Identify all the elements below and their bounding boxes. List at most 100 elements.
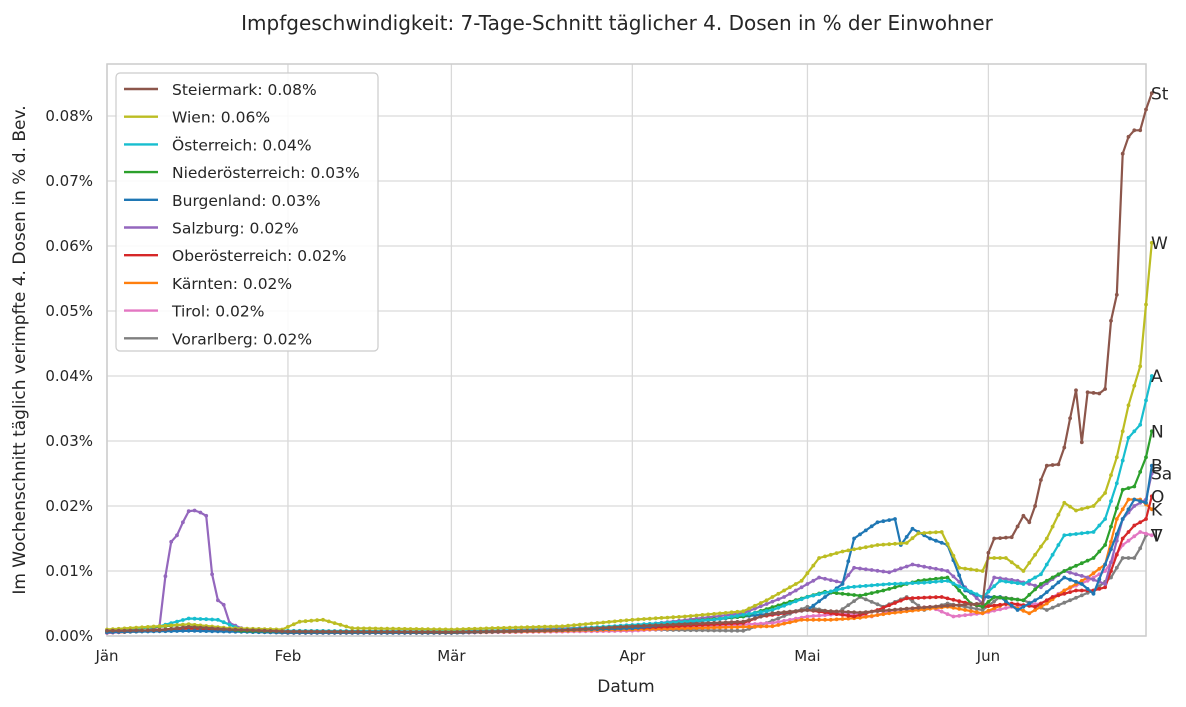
data-point	[525, 625, 530, 630]
data-point	[776, 610, 781, 615]
data-point	[169, 539, 174, 544]
data-point	[1114, 517, 1119, 521]
data-point	[753, 611, 757, 615]
data-point	[624, 624, 629, 629]
data-point	[303, 619, 308, 624]
data-point	[875, 602, 880, 607]
data-point	[852, 565, 856, 570]
data-point	[986, 589, 991, 594]
data-point	[1120, 517, 1125, 521]
data-point	[945, 575, 950, 580]
data-point	[408, 627, 413, 631]
data-point	[1079, 593, 1084, 598]
data-point	[1120, 556, 1125, 560]
data-point	[729, 610, 734, 615]
data-point	[688, 622, 693, 626]
data-point	[519, 629, 524, 633]
legend-item: Burgenland: 0.03%	[124, 192, 321, 210]
data-point	[175, 623, 179, 627]
data-point	[1132, 504, 1137, 508]
data-point	[700, 613, 705, 617]
data-point	[945, 603, 950, 608]
data-point	[828, 589, 833, 594]
data-point	[426, 627, 430, 632]
data-point	[723, 620, 728, 625]
data-point	[770, 605, 775, 610]
data-point	[945, 542, 950, 546]
data-point	[799, 608, 804, 613]
data-point	[805, 582, 810, 586]
data-point	[1015, 602, 1020, 607]
data-point	[1120, 151, 1125, 156]
data-point	[531, 628, 535, 633]
data-point	[811, 617, 816, 622]
data-point	[1091, 591, 1096, 596]
chart-title: Impfgeschwindigkeit: 7-Tage-Schnitt tägl…	[241, 11, 993, 35]
legend-item: Steiermark: 0.08%	[124, 81, 317, 99]
data-point	[1074, 595, 1078, 600]
data-point	[1132, 534, 1137, 539]
x-tick-label: Feb	[275, 647, 302, 665]
data-point	[572, 627, 576, 632]
data-point	[1091, 391, 1096, 395]
data-point	[198, 629, 203, 633]
data-point	[192, 616, 197, 621]
data-point	[840, 591, 845, 596]
data-point	[385, 629, 390, 634]
data-point	[1085, 587, 1090, 591]
data-point	[963, 587, 967, 591]
data-point	[1027, 592, 1032, 597]
data-point	[1056, 462, 1061, 467]
data-point	[373, 629, 378, 634]
data-point	[951, 614, 956, 619]
data-point	[904, 535, 909, 539]
legend: Steiermark: 0.08% Wien: 0.06% Österreich: …	[115, 72, 379, 352]
data-point	[846, 592, 851, 597]
data-point	[1079, 578, 1084, 583]
data-point	[834, 588, 839, 592]
data-point	[1126, 556, 1131, 560]
data-point	[1114, 552, 1119, 557]
legend-item: Salzburg: 0.02%	[124, 220, 299, 238]
data-point	[922, 531, 927, 535]
data-point	[1109, 524, 1113, 529]
data-point	[1074, 508, 1078, 513]
legend-label: Burgenland: 0.03%	[172, 192, 321, 210]
data-point	[566, 627, 570, 632]
data-point	[980, 611, 985, 616]
data-point	[1015, 524, 1020, 529]
data-point	[1009, 560, 1014, 565]
data-point	[1044, 463, 1049, 468]
data-point	[898, 610, 903, 614]
data-point	[1097, 497, 1102, 502]
data-point	[1144, 107, 1148, 112]
data-point	[332, 621, 337, 625]
data-point	[1144, 517, 1148, 521]
data-point	[1079, 440, 1084, 445]
data-point	[175, 629, 179, 633]
data-point	[157, 624, 162, 629]
data-point	[490, 629, 495, 634]
data-point	[951, 597, 956, 602]
data-point	[788, 591, 792, 596]
data-point	[957, 599, 962, 604]
data-point	[957, 584, 962, 589]
data-point	[939, 609, 944, 614]
data-point	[437, 627, 442, 632]
data-point	[1027, 520, 1032, 525]
data-point	[612, 625, 617, 630]
data-point	[823, 576, 827, 581]
data-point	[1074, 563, 1078, 568]
data-point	[898, 566, 903, 571]
data-point	[875, 609, 880, 613]
data-point	[694, 626, 699, 630]
data-point	[566, 623, 570, 628]
data-point	[811, 603, 816, 608]
data-point	[1091, 504, 1096, 508]
data-point	[122, 628, 127, 633]
data-point	[1091, 530, 1096, 534]
data-point	[712, 612, 716, 616]
data-point	[887, 518, 892, 522]
data-point	[939, 540, 944, 545]
legend-label: Vorarlberg: 0.02%	[172, 330, 312, 348]
